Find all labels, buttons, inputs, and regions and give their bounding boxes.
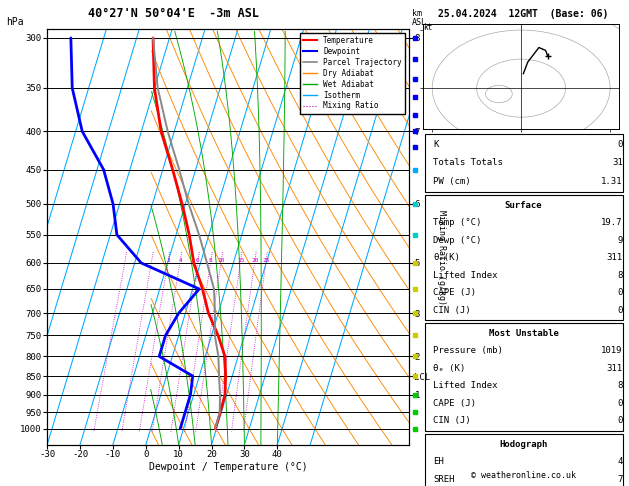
Text: 6: 6	[196, 258, 200, 263]
Text: 0: 0	[617, 288, 623, 297]
Bar	[425, 134, 623, 192]
Text: Totals Totals: Totals Totals	[433, 158, 503, 167]
Text: © weatheronline.co.uk: © weatheronline.co.uk	[471, 471, 576, 480]
Text: 20: 20	[251, 258, 259, 263]
Text: CAPE (J): CAPE (J)	[433, 288, 476, 297]
Text: 4: 4	[617, 457, 623, 466]
Text: Mixing Ratio (g/kg): Mixing Ratio (g/kg)	[437, 210, 446, 305]
Text: 15: 15	[237, 258, 245, 263]
Text: 9: 9	[617, 236, 623, 244]
Text: 4: 4	[179, 258, 182, 263]
Text: 0: 0	[617, 417, 623, 425]
Text: SREH: SREH	[433, 475, 455, 484]
Text: 7: 7	[617, 475, 623, 484]
Bar	[425, 195, 623, 320]
Text: 8: 8	[617, 382, 623, 390]
Text: 0: 0	[617, 399, 623, 408]
Text: 0: 0	[617, 140, 623, 149]
Bar	[425, 323, 623, 431]
Text: Most Unstable: Most Unstable	[489, 329, 559, 338]
Text: 25: 25	[262, 258, 270, 263]
Text: Pressure (mb): Pressure (mb)	[433, 347, 503, 355]
Text: CAPE (J): CAPE (J)	[433, 399, 476, 408]
Text: 311: 311	[606, 253, 623, 262]
Text: kt: kt	[423, 23, 433, 32]
Legend: Temperature, Dewpoint, Parcel Trajectory, Dry Adiabat, Wet Adiabat, Isotherm, Mi: Temperature, Dewpoint, Parcel Trajectory…	[301, 33, 405, 114]
Text: 3: 3	[166, 258, 170, 263]
Text: K: K	[433, 140, 438, 149]
Text: 1019: 1019	[601, 347, 623, 355]
Text: Surface: Surface	[505, 201, 542, 209]
Text: PW (cm): PW (cm)	[433, 177, 470, 186]
Text: 8: 8	[617, 271, 623, 279]
Text: θₑ(K): θₑ(K)	[433, 253, 460, 262]
Text: Temp (°C): Temp (°C)	[433, 218, 481, 227]
Text: EH: EH	[433, 457, 444, 466]
Text: 31: 31	[612, 158, 623, 167]
Bar	[425, 434, 623, 486]
Text: Dewp (°C): Dewp (°C)	[433, 236, 481, 244]
Text: 8: 8	[209, 258, 213, 263]
Text: 25.04.2024  12GMT  (Base: 06): 25.04.2024 12GMT (Base: 06)	[438, 9, 609, 19]
Text: 40°27'N 50°04'E  -3m ASL: 40°27'N 50°04'E -3m ASL	[88, 7, 259, 20]
Text: 1.31: 1.31	[601, 177, 623, 186]
Text: 311: 311	[606, 364, 623, 373]
Text: Lifted Index: Lifted Index	[433, 271, 498, 279]
Text: CIN (J): CIN (J)	[433, 306, 470, 314]
Text: 19.7: 19.7	[601, 218, 623, 227]
Text: 10: 10	[218, 258, 225, 263]
Text: Lifted Index: Lifted Index	[433, 382, 498, 390]
Text: 0: 0	[617, 306, 623, 314]
Text: Hodograph: Hodograph	[499, 440, 548, 449]
Text: CIN (J): CIN (J)	[433, 417, 470, 425]
X-axis label: Dewpoint / Temperature (°C): Dewpoint / Temperature (°C)	[148, 462, 308, 472]
Text: θₑ (K): θₑ (K)	[433, 364, 465, 373]
Text: hPa: hPa	[6, 17, 24, 27]
Text: km
ASL: km ASL	[412, 9, 427, 27]
